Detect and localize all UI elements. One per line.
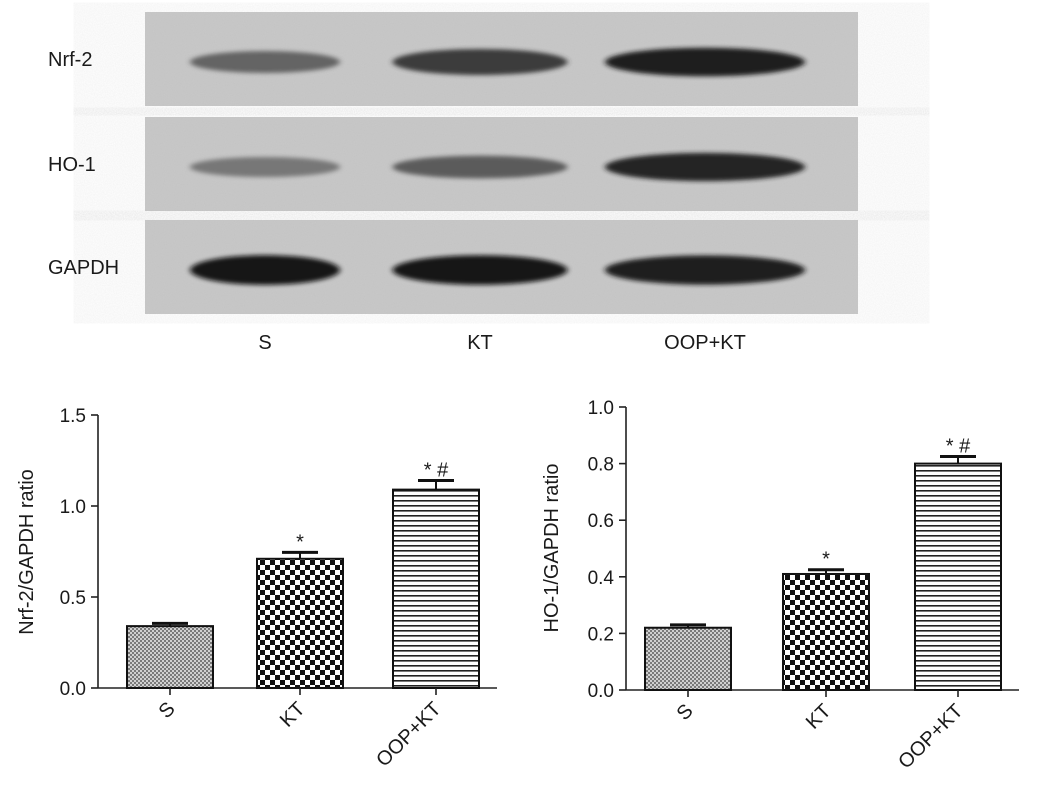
western-blot: Nrf-2 HO-1 GAPDH S KT OOP+KT bbox=[48, 12, 858, 354]
significance-label: * # bbox=[946, 436, 971, 458]
blot-band-ho-1-s bbox=[190, 156, 340, 178]
y-tick-label: 1.5 bbox=[60, 406, 86, 427]
blot-band-gapdh-oop-kt bbox=[605, 255, 805, 285]
bar-s bbox=[126, 625, 214, 689]
y-tick-label: 0.6 bbox=[588, 511, 614, 532]
x-tick-label: OOP+KT bbox=[894, 700, 967, 773]
blot-band-nrf-2-oop-kt bbox=[605, 47, 805, 77]
y-tick-label: 1.0 bbox=[60, 497, 86, 518]
y-tick-label: 0.4 bbox=[588, 568, 615, 589]
blot-band-gapdh-s bbox=[190, 255, 340, 285]
y-tick-label: 0.2 bbox=[588, 624, 614, 645]
blot-row-label: Nrf-2 bbox=[48, 49, 92, 71]
y-tick-label: 0.5 bbox=[60, 588, 86, 609]
chart-ho1-ratio: 0.0 0.2 0.4 0.6 0.8 1.0 HO-1/GAPDH ratio S * KT * … bbox=[541, 398, 1019, 773]
y-tick-label: 1.0 bbox=[588, 398, 614, 419]
blot-lane-label: KT bbox=[467, 332, 493, 354]
significance-label: * bbox=[822, 549, 830, 571]
y-axis-label: HO-1/GAPDH ratio bbox=[541, 464, 563, 633]
y-tick-label: 0.0 bbox=[60, 679, 86, 700]
bar-kt bbox=[256, 557, 344, 690]
x-tick-label: S bbox=[673, 700, 698, 725]
blot-band-ho-1-oop-kt bbox=[605, 152, 805, 182]
x-tick-label: S bbox=[155, 698, 180, 723]
blot-row-label: HO-1 bbox=[48, 154, 96, 176]
bar-s bbox=[644, 626, 732, 691]
y-axis-label: Nrf-2/GAPDH ratio bbox=[16, 469, 38, 635]
bar-oop-kt bbox=[392, 488, 480, 689]
significance-label: * bbox=[296, 531, 304, 553]
blot-row-label: GAPDH bbox=[48, 257, 119, 279]
blot-band-ho-1-kt bbox=[392, 155, 568, 179]
blot-band-nrf-2-kt bbox=[392, 48, 568, 76]
bar-oop-kt bbox=[914, 462, 1002, 691]
x-tick-label: OOP+KT bbox=[372, 698, 445, 771]
significance-label: * # bbox=[424, 460, 449, 482]
x-tick-label: KT bbox=[276, 698, 310, 732]
chart-nrf2-ratio: 0.0 0.5 1.0 1.5 Nrf-2/GAPDH ratio S * KT * # OOP+… bbox=[16, 406, 497, 771]
blot-band-gapdh-kt bbox=[392, 255, 568, 285]
x-tick-label: KT bbox=[802, 700, 836, 734]
blot-lane-label: OOP+KT bbox=[664, 332, 746, 354]
blot-band-nrf-2-s bbox=[190, 51, 340, 73]
blot-lane-label: S bbox=[258, 332, 271, 354]
y-tick-label: 0.0 bbox=[588, 681, 614, 702]
bar-kt bbox=[782, 572, 870, 691]
y-tick-label: 0.8 bbox=[588, 455, 614, 476]
